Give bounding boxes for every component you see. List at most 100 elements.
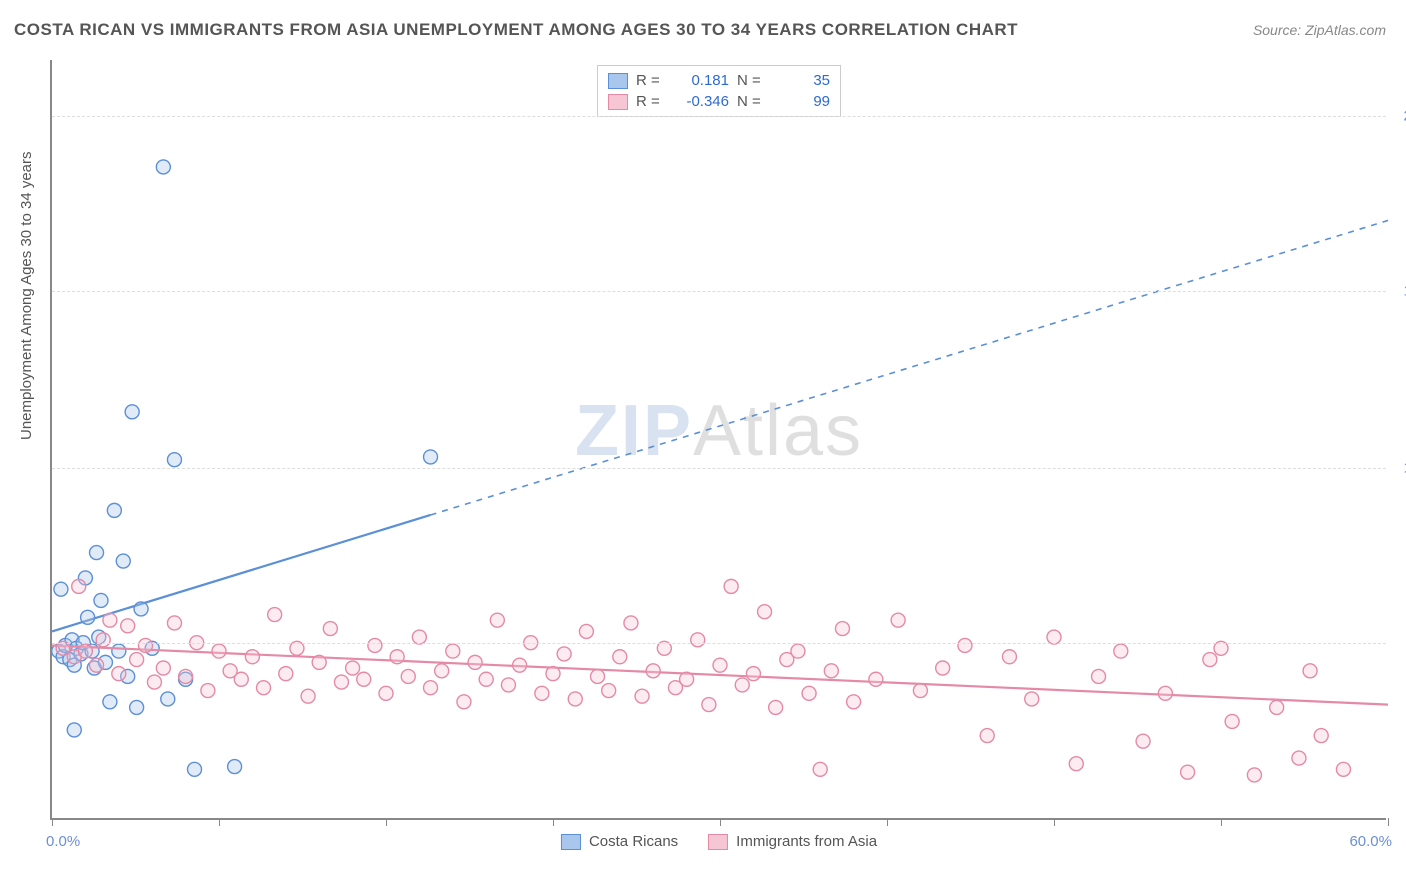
data-point-immigrants_asia	[1203, 653, 1217, 667]
x-axis-max-label: 60.0%	[1349, 833, 1392, 850]
data-point-immigrants_asia	[268, 608, 282, 622]
legend-item-costa_ricans: Costa Ricans	[561, 833, 678, 850]
y-axis-title: Unemployment Among Ages 30 to 34 years	[18, 151, 35, 440]
data-point-immigrants_asia	[546, 667, 560, 681]
data-point-immigrants_asia	[891, 613, 905, 627]
data-point-immigrants_asia	[1270, 700, 1284, 714]
data-point-immigrants_asia	[279, 667, 293, 681]
data-point-immigrants_asia	[446, 644, 460, 658]
data-point-immigrants_asia	[457, 695, 471, 709]
data-point-immigrants_asia	[680, 672, 694, 686]
data-point-immigrants_asia	[791, 644, 805, 658]
data-point-immigrants_asia	[334, 675, 348, 689]
data-point-immigrants_asia	[78, 644, 92, 658]
data-point-immigrants_asia	[245, 650, 259, 664]
data-point-immigrants_asia	[301, 689, 315, 703]
data-point-immigrants_asia	[835, 622, 849, 636]
data-point-immigrants_asia	[713, 658, 727, 672]
data-point-immigrants_asia	[591, 669, 605, 683]
data-point-immigrants_asia	[234, 672, 248, 686]
data-point-immigrants_asia	[424, 681, 438, 695]
data-point-immigrants_asia	[824, 664, 838, 678]
data-point-immigrants_asia	[568, 692, 582, 706]
n-label: N =	[737, 93, 767, 110]
data-point-immigrants_asia	[735, 678, 749, 692]
x-tick	[1388, 818, 1389, 826]
n-value: 35	[775, 72, 830, 89]
data-point-immigrants_asia	[1158, 686, 1172, 700]
data-point-costa_ricans	[161, 692, 175, 706]
data-point-costa_ricans	[167, 453, 181, 467]
legend-swatch-icon	[608, 94, 628, 110]
data-point-costa_ricans	[103, 695, 117, 709]
data-point-immigrants_asia	[90, 658, 104, 672]
x-tick	[1054, 818, 1055, 826]
source-attribution: Source: ZipAtlas.com	[1253, 22, 1386, 38]
data-point-immigrants_asia	[513, 658, 527, 672]
data-point-immigrants_asia	[323, 622, 337, 636]
data-point-immigrants_asia	[167, 616, 181, 630]
data-point-immigrants_asia	[624, 616, 638, 630]
n-label: N =	[737, 72, 767, 89]
data-point-immigrants_asia	[646, 664, 660, 678]
data-point-immigrants_asia	[869, 672, 883, 686]
trend-line-dashed-costa_ricans	[431, 220, 1388, 515]
data-point-costa_ricans	[228, 760, 242, 774]
data-point-immigrants_asia	[435, 664, 449, 678]
data-point-immigrants_asia	[1181, 765, 1195, 779]
r-label: R =	[636, 72, 666, 89]
x-tick	[219, 818, 220, 826]
data-point-immigrants_asia	[139, 638, 153, 652]
data-point-immigrants_asia	[479, 672, 493, 686]
data-point-immigrants_asia	[1092, 669, 1106, 683]
data-point-immigrants_asia	[368, 638, 382, 652]
r-label: R =	[636, 93, 666, 110]
legend-swatch-icon	[561, 834, 581, 850]
data-point-immigrants_asia	[312, 655, 326, 669]
data-point-costa_ricans	[54, 582, 68, 596]
grid-line	[52, 291, 1386, 292]
data-point-immigrants_asia	[802, 686, 816, 700]
data-point-costa_ricans	[112, 644, 126, 658]
legend-swatch-icon	[608, 73, 628, 89]
legend-label: Immigrants from Asia	[736, 833, 877, 850]
data-point-immigrants_asia	[112, 667, 126, 681]
data-point-costa_ricans	[125, 405, 139, 419]
r-value: 0.181	[674, 72, 729, 89]
data-point-immigrants_asia	[1247, 768, 1261, 782]
data-point-costa_ricans	[81, 610, 95, 624]
data-point-immigrants_asia	[557, 647, 571, 661]
x-tick	[386, 818, 387, 826]
data-point-immigrants_asia	[635, 689, 649, 703]
data-point-costa_ricans	[156, 160, 170, 174]
data-point-immigrants_asia	[613, 650, 627, 664]
data-point-immigrants_asia	[130, 653, 144, 667]
legend-item-immigrants_asia: Immigrants from Asia	[708, 833, 877, 850]
data-point-costa_ricans	[107, 503, 121, 517]
data-point-immigrants_asia	[746, 667, 760, 681]
data-point-costa_ricans	[94, 593, 108, 607]
data-point-immigrants_asia	[724, 579, 738, 593]
data-point-immigrants_asia	[1069, 757, 1083, 771]
data-point-immigrants_asia	[936, 661, 950, 675]
data-point-immigrants_asia	[96, 633, 110, 647]
grid-line	[52, 468, 1386, 469]
data-point-immigrants_asia	[1114, 644, 1128, 658]
data-point-immigrants_asia	[691, 633, 705, 647]
data-point-immigrants_asia	[501, 678, 515, 692]
data-point-immigrants_asia	[179, 669, 193, 683]
data-point-immigrants_asia	[401, 669, 415, 683]
legend-swatch-icon	[708, 834, 728, 850]
correlation-row-immigrants_asia: R =-0.346N =99	[608, 91, 830, 112]
data-point-immigrants_asia	[958, 638, 972, 652]
x-tick	[720, 818, 721, 826]
chart-svg	[52, 60, 1386, 818]
x-axis-min-label: 0.0%	[46, 833, 80, 850]
data-point-immigrants_asia	[257, 681, 271, 695]
data-point-immigrants_asia	[579, 624, 593, 638]
data-point-immigrants_asia	[1136, 734, 1150, 748]
plot-area: ZIPAtlas R =0.181N =35R =-0.346N =99 0.0…	[50, 60, 1386, 820]
data-point-immigrants_asia	[468, 655, 482, 669]
chart-container: COSTA RICAN VS IMMIGRANTS FROM ASIA UNEM…	[0, 0, 1406, 892]
data-point-immigrants_asia	[201, 684, 215, 698]
